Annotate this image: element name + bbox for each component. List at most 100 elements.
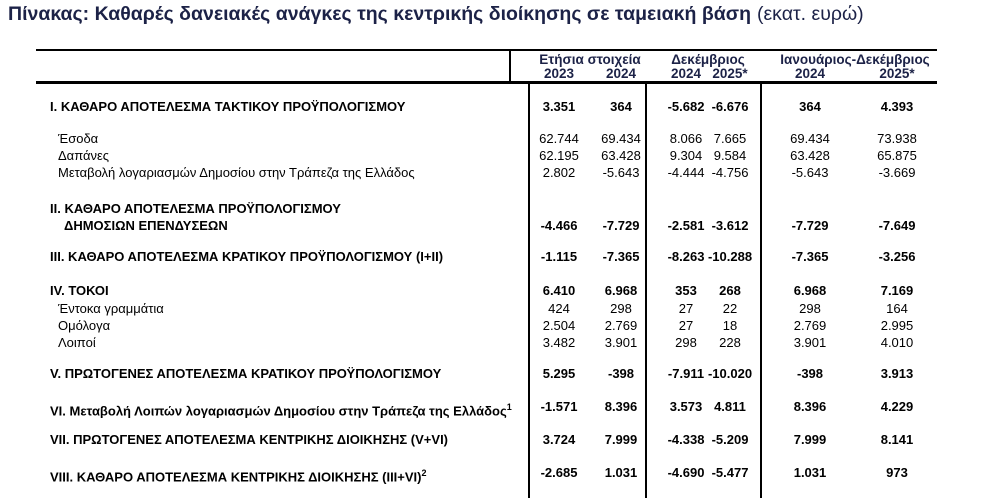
footnote-marker-2: 2 bbox=[421, 468, 427, 478]
cell-value: 6.968 bbox=[793, 283, 827, 298]
cell-value: 424 bbox=[548, 301, 570, 316]
cell-value: 65.875 bbox=[877, 148, 917, 163]
row-label: Ομόλογα bbox=[58, 318, 111, 333]
cell-value: 3.351 bbox=[542, 99, 576, 114]
cell-value: 4.010 bbox=[880, 335, 914, 350]
cell-value: 63.428 bbox=[601, 148, 641, 163]
cell-value: -7.729 bbox=[602, 218, 640, 233]
footnote-marker-1: 1 bbox=[506, 402, 512, 412]
cell-value: -3.612 bbox=[711, 218, 749, 233]
cell-value: 63.428 bbox=[790, 148, 830, 163]
cell-value: -1.115 bbox=[540, 249, 578, 264]
cell-value: -5.682 bbox=[667, 99, 705, 114]
row-label: IV. ΤΟΚΟΙ bbox=[50, 283, 109, 298]
year-header: 2025* bbox=[879, 66, 915, 81]
row-label-text: VIII. ΚΑΘΑΡΟ ΑΠΟΤΕΛΕΣΜΑ ΚΕΝΤΡΙΚΗΣ ΔΙΟΙΚΗ… bbox=[50, 469, 422, 485]
table-row-other-interest: Λοιποί 3.482 3.901 298 228 3.901 4.010 bbox=[0, 336, 1000, 352]
cell-value: -398 bbox=[796, 366, 824, 381]
cell-value: 18 bbox=[722, 318, 738, 333]
cell-value: 268 bbox=[719, 283, 741, 298]
cell-value: -398 bbox=[607, 366, 635, 381]
table-row-bonds: Ομόλογα 2.504 2.769 27 18 2.769 2.995 bbox=[0, 319, 1000, 335]
cell-value: 73.938 bbox=[877, 131, 917, 146]
cell-value: -10.288 bbox=[707, 249, 753, 264]
cell-value: 364 bbox=[610, 99, 632, 114]
row-label: VI. Μεταβολή Λοιπών λογαριασμών Δημοσίου… bbox=[50, 400, 512, 418]
cell-value: 22 bbox=[722, 301, 738, 316]
row-label: Έντοκα γραμμάτια bbox=[58, 301, 164, 316]
row-label: V. ΠΡΩΤΟΓΕΝΕΣ ΑΠΟΤΕΛΕΣΜΑ ΚΡΑΤΙΚΟΥ ΠΡΟΫΠΟ… bbox=[50, 366, 442, 381]
cell-value: 3.573 bbox=[669, 399, 703, 414]
header-divider bbox=[509, 51, 511, 81]
cell-value: 364 bbox=[799, 99, 821, 114]
cell-value: 3.913 bbox=[880, 366, 914, 381]
cell-value: -4.756 bbox=[711, 165, 749, 180]
row-label: VIII. ΚΑΘΑΡΟ ΑΠΟΤΕΛΕΣΜΑ ΚΕΝΤΡΙΚΗΣ ΔΙΟΙΚΗ… bbox=[50, 466, 427, 484]
page-title: Πίνακας: Καθαρές δανειακές ανάγκες της κ… bbox=[8, 3, 864, 26]
column-group-jan-dec: Ιανουάριος-Δεκέμβριος bbox=[780, 52, 930, 67]
cell-value: 3.901 bbox=[604, 335, 638, 350]
cell-value: -5.209 bbox=[711, 432, 749, 447]
cell-value: -10.020 bbox=[707, 366, 753, 381]
table-row-account-change: Μεταβολή λογαριασμών Δημοσίου στην Τράπε… bbox=[0, 166, 1000, 182]
cell-value: -5.643 bbox=[791, 165, 829, 180]
table-row-revenue: Έσοδα 62.744 69.434 8.066 7.665 69.434 7… bbox=[0, 132, 1000, 148]
table-row-viii: VIII. ΚΑΘΑΡΟ ΑΠΟΤΕΛΕΣΜΑ ΚΕΝΤΡΙΚΗΣ ΔΙΟΙΚΗ… bbox=[0, 465, 1000, 484]
cell-value: 8.141 bbox=[880, 432, 914, 447]
table-row-v: V. ΠΡΩΤΟΓΕΝΕΣ ΑΠΟΤΕΛΕΣΜΑ ΚΡΑΤΙΚΟΥ ΠΡΟΫΠΟ… bbox=[0, 367, 1000, 383]
cell-value: 27 bbox=[678, 301, 694, 316]
table-row-iii: III. ΚΑΘΑΡΟ ΑΠΟΤΕΛΕΣΜΑ ΚΡΑΤΙΚΟΥ ΠΡΟΫΠΟΛΟ… bbox=[0, 250, 1000, 266]
cell-value: 7.999 bbox=[793, 432, 827, 447]
cell-value: 1.031 bbox=[604, 465, 638, 480]
cell-value: -7.649 bbox=[878, 218, 916, 233]
cell-value: 2.802 bbox=[542, 165, 576, 180]
cell-value: 8.396 bbox=[604, 399, 638, 414]
cell-value: 6.410 bbox=[542, 283, 576, 298]
cell-value: -5.477 bbox=[711, 465, 749, 480]
cell-value: 7.665 bbox=[713, 131, 747, 146]
year-header: 2025* bbox=[712, 66, 748, 81]
year-header: 2024 bbox=[605, 66, 637, 81]
cell-value: 228 bbox=[719, 335, 741, 350]
cell-value: 7.169 bbox=[880, 283, 914, 298]
cell-value: 9.304 bbox=[669, 148, 703, 163]
cell-value: -2.581 bbox=[667, 218, 705, 233]
cell-value: -8.263 bbox=[667, 249, 705, 264]
row-label-line2: ΔΗΜΟΣΙΩΝ ΕΠΕΝΔΥΣΕΩΝ bbox=[64, 218, 228, 233]
cell-value: -7.365 bbox=[602, 249, 640, 264]
cell-value: 353 bbox=[675, 283, 697, 298]
title-unit: (εκατ. ευρώ) bbox=[757, 3, 864, 25]
row-label: Μεταβολή λογαριασμών Δημοσίου στην Τράπε… bbox=[58, 165, 415, 180]
cell-value: 2.995 bbox=[880, 318, 914, 333]
cell-value: 5.295 bbox=[542, 366, 576, 381]
table-top-rule bbox=[36, 49, 937, 51]
cell-value: -4.338 bbox=[667, 432, 705, 447]
cell-value: 298 bbox=[610, 301, 632, 316]
title-text: Πίνακας: Καθαρές δανειακές ανάγκες της κ… bbox=[8, 3, 751, 25]
column-group-annual: Ετήσια στοιχεία bbox=[539, 52, 641, 67]
cell-value: 6.968 bbox=[604, 283, 638, 298]
cell-value: -6.676 bbox=[711, 99, 749, 114]
cell-value: 1.031 bbox=[793, 465, 827, 480]
cell-value: 973 bbox=[886, 465, 908, 480]
cell-value: 2.769 bbox=[793, 318, 827, 333]
year-header: 2024 bbox=[670, 66, 702, 81]
table-row-ii: II. ΚΑΘΑΡΟ ΑΠΟΤΕΛΕΣΜΑ ΠΡΟΫΠΟΛΟΓΙΣΜΟΥ ΔΗΜ… bbox=[0, 202, 1000, 233]
cell-value: 2.504 bbox=[542, 318, 576, 333]
cell-value: -7.729 bbox=[791, 218, 829, 233]
cell-value: 69.434 bbox=[601, 131, 641, 146]
cell-value: 62.744 bbox=[539, 131, 579, 146]
row-label: I. ΚΑΘΑΡΟ ΑΠΟΤΕΛΕΣΜΑ ΤΑΚΤΙΚΟΥ ΠΡΟΫΠΟΛΟΓΙ… bbox=[50, 99, 406, 114]
cell-value: -4.466 bbox=[540, 218, 578, 233]
cell-value: 164 bbox=[886, 301, 908, 316]
year-header: 2024 bbox=[794, 66, 826, 81]
cell-value: -2.685 bbox=[540, 465, 578, 480]
table-row-iv: IV. ΤΟΚΟΙ 6.410 6.968 353 268 6.968 7.16… bbox=[0, 284, 1000, 300]
cell-value: -4.690 bbox=[667, 465, 705, 480]
column-group-december: Δεκέμβριος bbox=[671, 52, 745, 67]
cell-value: 7.999 bbox=[604, 432, 638, 447]
column-divider-2 bbox=[645, 84, 647, 498]
cell-value: 62.195 bbox=[539, 148, 579, 163]
table-row-i: I. ΚΑΘΑΡΟ ΑΠΟΤΕΛΕΣΜΑ ΤΑΚΤΙΚΟΥ ΠΡΟΫΠΟΛΟΓΙ… bbox=[0, 100, 1000, 116]
row-label: VII. ΠΡΩΤΟΓΕΝΕΣ ΑΠΟΤΕΛΕΣΜΑ ΚΕΝΤΡΙΚΗΣ ΔΙΟ… bbox=[50, 432, 449, 447]
